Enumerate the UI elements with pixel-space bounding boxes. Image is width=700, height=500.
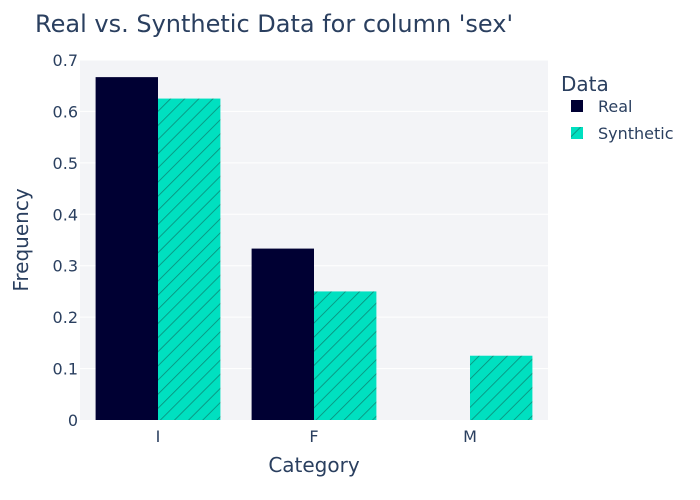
- bar-real-f[interactable]: [251, 248, 314, 420]
- legend-label-real: Real: [598, 97, 633, 116]
- y-tick-label: 0.3: [53, 257, 78, 276]
- y-tick-label: 0: [68, 411, 78, 430]
- y-tick-label: 0.2: [53, 308, 78, 327]
- y-tick-label: 0.5: [53, 154, 78, 173]
- y-tick-label: 0.1: [53, 360, 78, 379]
- y-axis-title: Frequency: [9, 188, 33, 291]
- bar-synthetic-m[interactable]: [470, 355, 533, 420]
- bar-synthetic-f[interactable]: [314, 291, 377, 420]
- x-tick-label: F: [309, 427, 318, 446]
- legend-item-real[interactable]: Real: [571, 97, 633, 116]
- bar-synthetic-i[interactable]: [158, 98, 221, 421]
- x-tick-label: I: [156, 427, 161, 446]
- legend-title: Data: [561, 72, 609, 96]
- x-tick-label: M: [463, 427, 477, 446]
- y-tick-label: 0.7: [53, 51, 78, 70]
- legend-label-synthetic: Synthetic: [598, 124, 674, 143]
- bars: [95, 77, 533, 421]
- y-axis-ticks: 0 0.1 0.2 0.3 0.4 0.5 0.6 0.7: [53, 51, 78, 430]
- legend: Data Real Synthetic: [561, 72, 674, 143]
- x-axis-title: Category: [268, 453, 360, 477]
- legend-swatch-synthetic: [571, 127, 583, 139]
- y-tick-label: 0.6: [53, 102, 78, 121]
- bar-real-i[interactable]: [95, 77, 158, 420]
- legend-item-synthetic[interactable]: Synthetic: [571, 124, 674, 143]
- chart-title: Real vs. Synthetic Data for column 'sex': [35, 10, 513, 38]
- legend-swatch-real: [571, 100, 583, 112]
- y-tick-label: 0.4: [53, 205, 78, 224]
